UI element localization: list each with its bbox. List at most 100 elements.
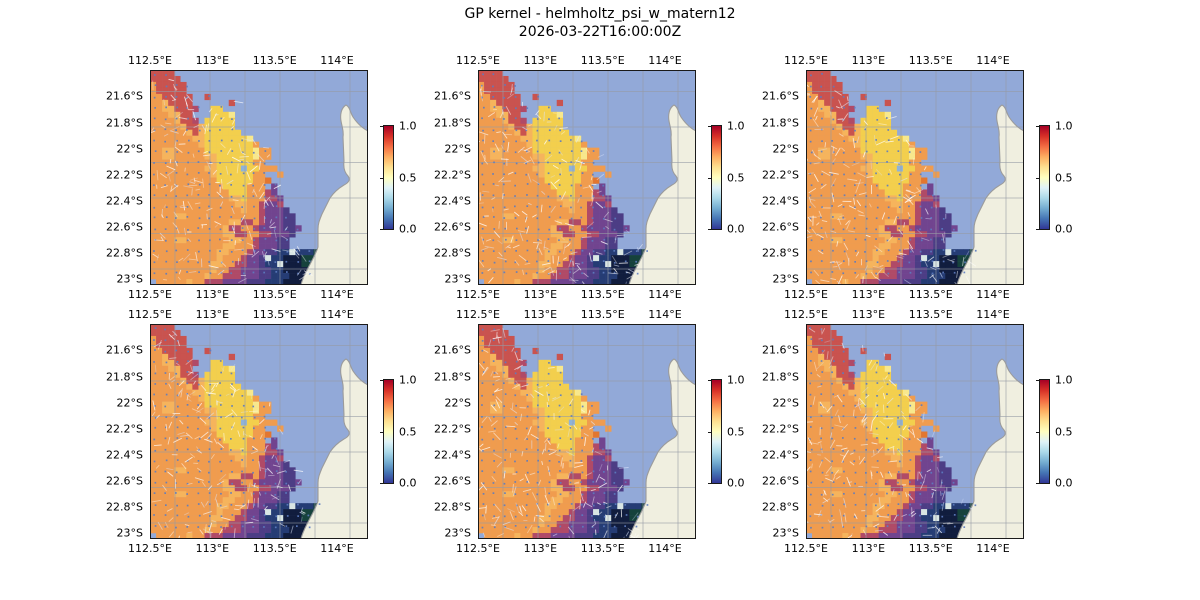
x-tick-label-top: 113°E [523,308,558,321]
graticule [478,324,696,539]
quiver-dots [809,327,977,529]
y-tick-label: 22°S [444,142,471,156]
y-tick-label: 22.4°S [762,194,799,208]
x-tick-label-bottom: 114°E [320,542,354,555]
x-tick-label-top: 113.5°E [908,54,953,67]
y-tick-label: 22.8°S [434,246,471,260]
x-tick-label-top: 112.5°E [784,308,828,321]
colorbar-tick-label: 0.0 [399,476,417,490]
y-tick-label: 22.6°S [106,474,143,488]
y-tick-label: 21.8°S [762,370,799,384]
map-panel-r2c1: 112.5°E 112.5°E 113°E 113°E 113.5°E 113.5°E 11… [106,308,416,555]
y-tick-label: 22.6°S [106,220,143,234]
graticule [150,324,368,539]
y-tick-label: 21.6°S [106,89,143,103]
y-tick-label: 23°S [116,272,143,286]
colorbar-tick [1036,126,1040,128]
colorbar-tick [1036,229,1040,231]
x-tick-label-bottom: 113°E [523,542,558,555]
y-tick-label: 22.2°S [762,168,799,182]
y-tick-label: 23°S [444,526,471,540]
colorbar-r2c1: 1.0 0.5 0.0 [380,374,417,490]
x-tick-label-top: 113.5°E [252,308,297,321]
x-tick-label-bottom: 113°E [195,542,230,555]
x-tick-label-bottom: 113°E [851,542,886,555]
colorbar-tick-label: 0.0 [399,222,417,236]
y-tick-label: 22.4°S [434,448,471,462]
x-tick-label-top: 113.5°E [908,308,953,321]
graticule [478,70,696,285]
quiver-dots [481,73,648,275]
y-tick-label: 23°S [772,526,799,540]
colorbar-tick-label: 0.5 [399,171,417,184]
x-tick-label-bottom: 113°E [851,288,886,301]
colorbar-tick [708,229,712,231]
x-tick-label-top: 113°E [851,54,886,67]
graticule [806,324,1024,539]
colorbar-tick [708,483,712,485]
x-tick-label-bottom: 114°E [976,542,1010,555]
y-tick-label: 22.6°S [434,474,471,488]
land-coastline [628,358,696,539]
x-tick-label-top: 113°E [195,308,230,321]
y-tick-label: 21.8°S [106,370,143,384]
colorbar-tick-label: 0.5 [1055,425,1073,438]
colorbar-tick-label: 1.0 [399,373,417,387]
y-tick-label: 22.4°S [106,448,143,462]
colorbar-tick [708,126,712,128]
y-tick-label: 22.8°S [106,246,143,260]
colorbar-tick-label: 1.0 [1055,373,1073,387]
y-tick-label: 22.8°S [434,500,471,514]
x-tick-label-bottom: 113.5°E [580,542,625,555]
map-panel-r2c2: 112.5°E 112.5°E 113°E 113°E 113.5°E 113.5°E 11… [434,308,744,555]
y-tick-label: 22.8°S [762,500,799,514]
land-coastline [956,358,1024,539]
x-tick-label-top: 114°E [648,308,682,321]
y-tick-label: 22.2°S [762,422,799,436]
land-coastline [300,358,368,539]
land-coastline [628,104,696,285]
quiver-arrows [151,330,306,539]
y-tick-label: 22.4°S [434,194,471,208]
y-tick-label: 23°S [772,272,799,286]
y-tick-label: 21.8°S [762,116,799,130]
map-svg-r1c3 [806,70,1024,285]
graticule [150,70,368,285]
y-tick-label: 23°S [444,272,471,286]
map-svg-r1c2 [478,70,696,285]
quiver-arrows [806,327,973,539]
map-panel-r1c2: 112.5°E 112.5°E 113°E 113°E 113.5°E 113.5°E 11… [434,54,744,301]
axes-border [150,70,368,285]
y-tick-label: 22.8°S [106,500,143,514]
x-tick-label-top: 114°E [976,308,1010,321]
y-tick-label: 22°S [772,396,799,410]
axes-border [150,324,368,539]
x-tick-label-top: 112.5°E [784,54,828,67]
quiver-arrows [150,78,313,283]
colorbar-tick [380,380,384,382]
axes-border [806,324,1024,539]
y-tick-label: 22.8°S [762,246,799,260]
y-tick-label: 22°S [116,396,143,410]
x-tick-label-top: 112.5°E [456,54,500,67]
quiver-arrows [478,327,640,539]
x-tick-label-bottom: 114°E [976,288,1010,301]
colorbar-tick [380,126,384,128]
x-tick-label-bottom: 112.5°E [128,542,172,555]
x-tick-label-top: 112.5°E [456,308,500,321]
colorbar-tick-label: 0.0 [727,476,745,490]
colorbar-tick-label: 0.5 [1055,171,1073,184]
x-tick-label-bottom: 112.5°E [456,288,500,301]
colorbar-tick-label: 1.0 [399,119,417,133]
colorbar-r1c3: 1.0 0.5 0.0 [1036,120,1073,236]
x-tick-label-bottom: 113°E [523,288,558,301]
x-tick-label-top: 114°E [320,308,354,321]
y-tick-label: 22.4°S [106,194,143,208]
colorbar-tick [708,177,712,179]
colorbar-r1c2: 1.0 0.5 0.0 [708,120,745,236]
colorbar-tick [1036,380,1040,382]
y-tick-label: 21.8°S [106,116,143,130]
x-tick-label-bottom: 113.5°E [580,288,625,301]
colorbar-tick-label: 0.0 [727,222,745,236]
